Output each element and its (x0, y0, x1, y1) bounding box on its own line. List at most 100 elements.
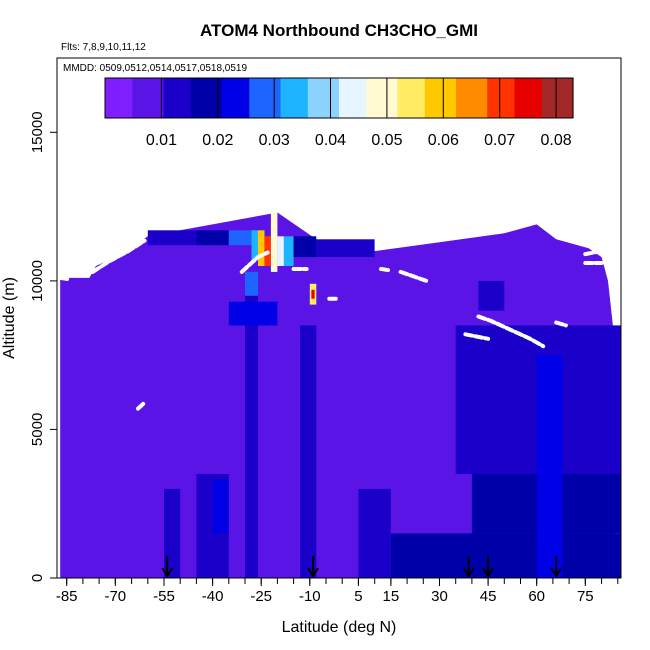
colorbar-cell (389, 78, 395, 118)
colorbar-cell (303, 78, 309, 118)
colorbar-cell (171, 78, 176, 118)
colorbar-cell (261, 78, 266, 118)
colorbar-cell (327, 78, 332, 118)
colorbar-cell (502, 78, 508, 118)
colorbar-cell (241, 78, 246, 118)
colorbar-cell (307, 78, 313, 118)
colorbar-cell (514, 78, 519, 118)
y-axis-label: Altitude (m) (1, 277, 18, 359)
colorbar-cell (541, 78, 547, 118)
arrow-head (161, 567, 174, 578)
flight-track (239, 250, 270, 274)
colorbar-cell (229, 78, 235, 118)
colorbar-cell (526, 78, 531, 118)
x-tick-label: 30 (431, 588, 448, 605)
heatmap-cell (245, 295, 258, 578)
colorbar-cell (385, 78, 391, 118)
heatmap-cell (277, 236, 284, 266)
heatmap-cell (258, 230, 265, 266)
colorbar-cell (487, 78, 492, 118)
colorbar-cell (206, 78, 211, 118)
colorbar-cell (483, 78, 488, 118)
heatmap-cell (311, 289, 315, 299)
colorbar-cell (498, 78, 504, 118)
colorbar-cell (362, 78, 367, 118)
colorbar-cell (292, 78, 297, 118)
colorbar-cell (214, 78, 219, 118)
colorbar-cell (284, 78, 289, 118)
colorbar-cell (300, 78, 305, 118)
heatmap-cell (164, 488, 181, 578)
colorbar-cell (479, 78, 484, 118)
colorbar-cell (144, 78, 149, 118)
colorbar-cell (448, 78, 453, 118)
x-tick-label: 60 (528, 588, 545, 605)
colorbar-cell (319, 78, 324, 118)
heatmap-cell (536, 355, 563, 578)
heatmap-cell (283, 236, 294, 266)
colorbar-cell (397, 78, 402, 118)
colorbar-cell (366, 78, 371, 118)
heatmap-cell (478, 280, 505, 311)
colorbar-cell (331, 78, 336, 118)
colorbar-cell (202, 78, 207, 118)
colorbar-cell (436, 78, 441, 118)
colorbar-cell (456, 78, 461, 118)
x-axis: -85 -70 -55 -40 -25 -10 5 15 30 45 60 75 (56, 578, 619, 605)
heatmap-cell (300, 325, 317, 578)
y-axis: 0 5000 10000 15000 (29, 111, 57, 582)
heatmap-cell (147, 230, 197, 246)
colorbar-cell (194, 78, 200, 118)
colorbar-cell (237, 78, 243, 118)
colorbar-cell (108, 78, 114, 118)
colorbar-cell (405, 78, 410, 118)
flight-track (90, 238, 147, 274)
x-axis-label: Latitude (deg N) (282, 619, 397, 636)
colorbar-cell (495, 78, 500, 118)
colorbar-cell (315, 78, 321, 118)
colorbar-cell (346, 78, 352, 118)
colorbar-cell (510, 78, 516, 118)
flight-track (583, 249, 604, 257)
colorbar-cell (136, 78, 141, 118)
colorbar-cell (534, 78, 539, 118)
heatmap-cell (212, 479, 229, 534)
heatmap-cell (228, 230, 252, 246)
colorbar-cell (128, 78, 133, 118)
colorbar-cell (276, 78, 282, 118)
flight-track (398, 269, 429, 283)
colorbar-cell (537, 78, 543, 118)
colorbar-cell (253, 78, 258, 118)
chart-title: ATOM4 Northbound CH3CHO_GMI (200, 21, 478, 40)
flight-track (463, 332, 491, 341)
colorbar-cell (116, 78, 122, 118)
colorbar-cell (358, 78, 363, 118)
colorbar-cell (545, 78, 551, 118)
arrow-head (462, 567, 475, 578)
colorbar-cell (432, 78, 438, 118)
colorbar-cell (569, 78, 574, 118)
colorbar-tick-label: 0.08 (541, 132, 572, 149)
colorbar-cell (167, 78, 172, 118)
colorbar-cell (120, 78, 126, 118)
dates-subtitle: MMDD: 0509,0512,0514,0517,0518,0519 (63, 63, 247, 74)
x-tick-label: 75 (577, 588, 594, 605)
colorbar-tick-label: 0.03 (259, 132, 290, 149)
colorbar-cell (257, 78, 262, 118)
y-tick-label: 10000 (29, 260, 46, 302)
colorbar-cell (452, 78, 457, 118)
colorbar-cell (444, 78, 449, 118)
colorbar-cell (557, 78, 562, 118)
colorbar-cell (112, 78, 118, 118)
colorbar-cell (342, 78, 348, 118)
heatmap-cell (316, 239, 375, 258)
colorbar-cell (268, 78, 274, 118)
colorbar-cell (323, 78, 328, 118)
y-tick-label: 0 (29, 574, 46, 582)
colorbar-cell (311, 78, 317, 118)
colorbar-cell (459, 78, 465, 118)
colorbar-cell (198, 78, 204, 118)
y-tick-label: 15000 (29, 111, 46, 153)
colorbar-tick-label: 0.01 (146, 132, 177, 149)
colorbar-cell (124, 78, 129, 118)
